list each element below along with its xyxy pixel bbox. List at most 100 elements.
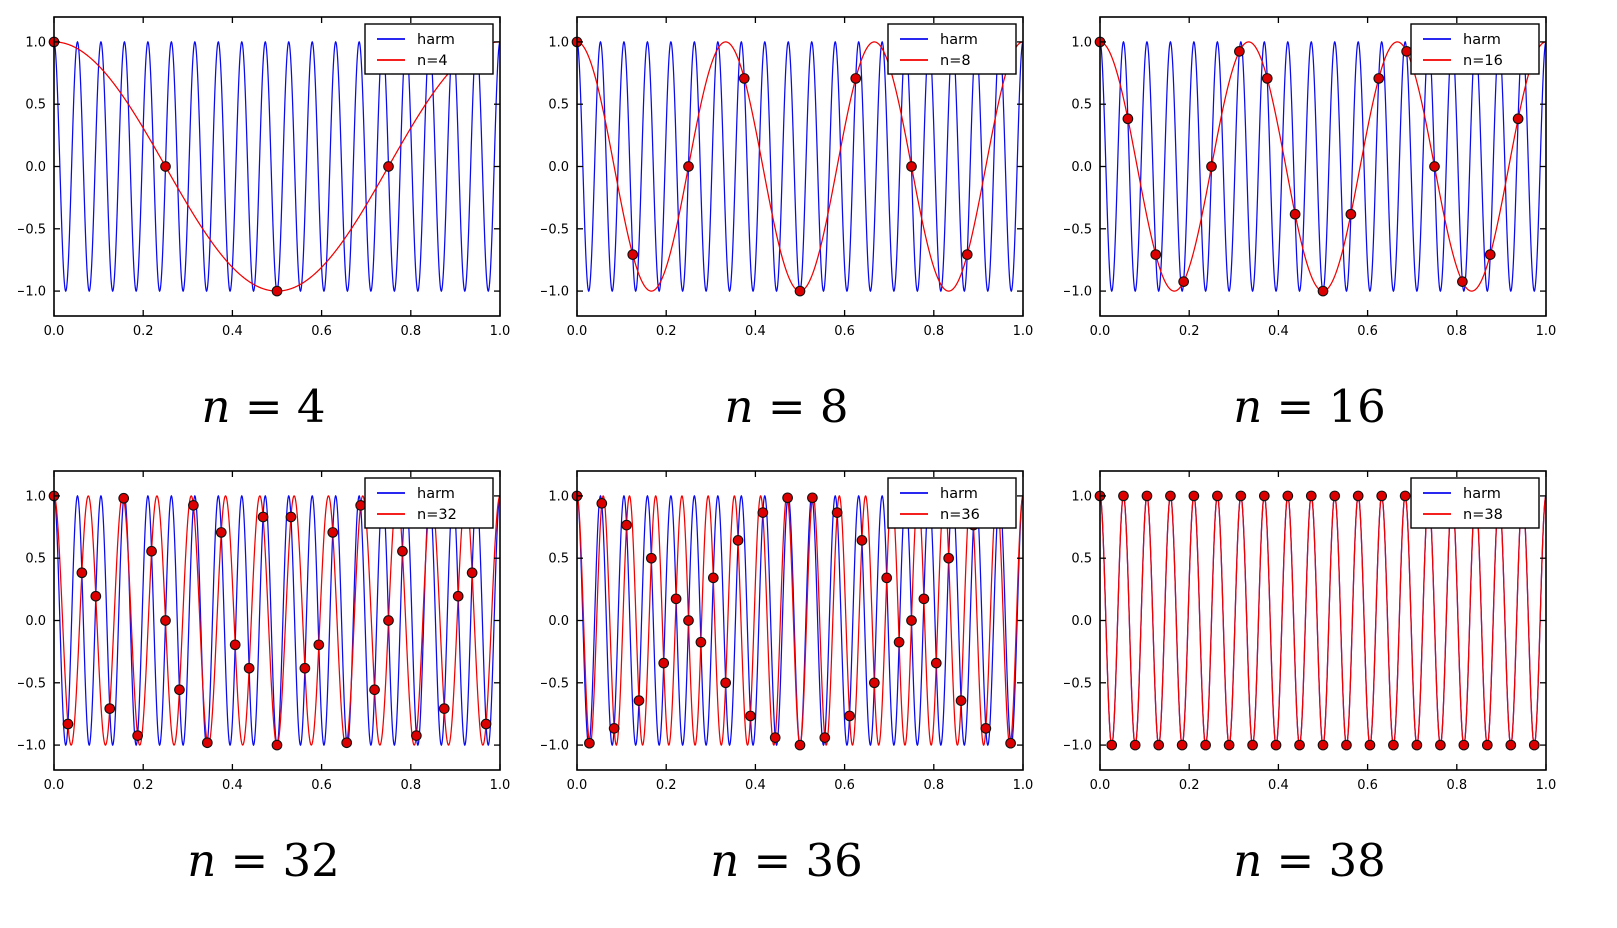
sample-marker bbox=[781, 492, 793, 504]
sample-marker bbox=[757, 507, 768, 518]
plot-n8-canvas: 0.0 0.2 0.4 0.6 0.8 1.0 1.0 0.5 0.0 −0.5 −1.0 harm n… bbox=[541, 16, 1033, 339]
sample-marker bbox=[271, 285, 282, 297]
x-tick-label: 0.2 bbox=[132, 778, 153, 793]
sample-marker bbox=[905, 161, 917, 172]
sample-marker bbox=[942, 552, 954, 564]
sample-marker bbox=[719, 677, 731, 689]
x-tick-label: 0.4 bbox=[1268, 324, 1289, 339]
sample-marker bbox=[368, 684, 380, 696]
x-tick-label: 0.8 bbox=[400, 778, 421, 793]
y-tick-label: 1.0 bbox=[25, 489, 46, 504]
sample-marker bbox=[340, 737, 352, 749]
y-tick-label: −0.5 bbox=[1064, 222, 1092, 237]
sample-marker bbox=[62, 718, 73, 730]
sample-marker bbox=[849, 73, 861, 84]
legend-label: harm bbox=[1463, 32, 1501, 48]
legend-box bbox=[886, 23, 1017, 75]
y-tick-label: −1.0 bbox=[18, 285, 46, 300]
legend-box bbox=[363, 477, 494, 529]
sample-marker bbox=[1223, 739, 1234, 751]
x-tick-label: 0.4 bbox=[745, 324, 766, 339]
caption-equation: = 32 bbox=[216, 834, 340, 887]
plot-n32-canvas: 0.0 0.2 0.4 0.6 0.8 1.0 1.0 0.5 0.0 −0.5 −1.0 harm n… bbox=[18, 470, 510, 793]
legend-label: harm bbox=[1463, 486, 1501, 502]
sample-marker bbox=[880, 572, 892, 584]
y-tick-label: 0.0 bbox=[1071, 160, 1092, 175]
sample-marker bbox=[354, 500, 366, 511]
y-tick-label: 0.5 bbox=[25, 98, 46, 113]
subplot-n16: 0.0 0.2 0.4 0.6 0.8 1.0 1.0 0.5 0.0 −0.5 −1.0 harm n… bbox=[1048, 6, 1571, 460]
x-tick-label: 0.0 bbox=[43, 778, 64, 793]
sample-marker bbox=[806, 492, 818, 504]
sample-marker bbox=[1188, 490, 1199, 502]
sample-marker bbox=[843, 710, 855, 722]
y-tick-label: 0.5 bbox=[25, 552, 46, 567]
y-tick-label: 0.5 bbox=[1071, 552, 1092, 567]
sample-marker bbox=[1484, 249, 1496, 260]
y-tick-label: 1.0 bbox=[1071, 35, 1092, 50]
sample-marker bbox=[243, 662, 254, 674]
x-tick-label: 1.0 bbox=[1535, 324, 1555, 339]
sample-marker bbox=[1504, 739, 1516, 751]
x-tick-label: 0.6 bbox=[311, 778, 332, 793]
x-tick-label: 0.0 bbox=[1089, 324, 1110, 339]
x-tick-label: 0.2 bbox=[1178, 324, 1199, 339]
plot-n36-canvas: 0.0 0.2 0.4 0.6 0.8 1.0 1.0 0.5 0.0 −0.5 −1.0 harm n… bbox=[541, 470, 1033, 793]
sample-marker bbox=[1428, 161, 1440, 172]
sample-marker bbox=[1261, 73, 1273, 84]
sample-marker bbox=[312, 639, 324, 651]
sample-marker bbox=[1117, 490, 1129, 502]
subplot-n8: 0.0 0.2 0.4 0.6 0.8 1.0 1.0 0.5 0.0 −0.5 −1.0 harm n… bbox=[525, 6, 1048, 460]
y-tick-label: −0.5 bbox=[541, 676, 569, 691]
sample-marker bbox=[695, 636, 706, 648]
harmonic-curve bbox=[53, 494, 500, 747]
sample-marker bbox=[682, 615, 694, 626]
sample-marker bbox=[707, 572, 719, 584]
sample-marker bbox=[117, 492, 129, 504]
y-tick-label: 1.0 bbox=[25, 35, 46, 50]
sample-marker bbox=[794, 285, 805, 297]
sample-marker bbox=[657, 657, 669, 669]
y-tick-label: 0.0 bbox=[548, 160, 569, 175]
plot-caption-n32: n = 32 bbox=[187, 836, 340, 886]
sample-marker bbox=[1345, 208, 1356, 220]
sample-marker bbox=[1375, 490, 1387, 502]
sample-marker bbox=[905, 615, 917, 626]
sample-marker bbox=[1129, 739, 1141, 751]
y-tick-label: −1.0 bbox=[1064, 739, 1092, 754]
sample-marker bbox=[1458, 739, 1469, 751]
sample-marker bbox=[1528, 739, 1540, 751]
plot-n38-canvas: 0.0 0.2 0.4 0.6 0.8 1.0 1.0 0.5 0.0 −0.5 −1.0 harm n… bbox=[1064, 470, 1556, 793]
x-tick-label: 0.4 bbox=[222, 324, 243, 339]
legend-box bbox=[886, 477, 1017, 529]
sample-marker bbox=[299, 662, 310, 674]
harmonic-curve bbox=[576, 40, 1023, 293]
sample-marker bbox=[326, 527, 338, 538]
sample-marker bbox=[583, 737, 595, 749]
y-tick-label: 0.0 bbox=[548, 614, 569, 629]
sample-marker bbox=[1199, 739, 1211, 751]
caption-variable: n bbox=[1233, 834, 1263, 887]
x-tick-label: 0.6 bbox=[1357, 324, 1378, 339]
y-tick-label: −1.0 bbox=[541, 739, 569, 754]
sample-marker bbox=[1122, 113, 1133, 125]
sample-marker bbox=[145, 545, 157, 557]
y-tick-label: −0.5 bbox=[1064, 676, 1092, 691]
x-tick-label: 0.6 bbox=[1357, 778, 1378, 793]
sample-marker bbox=[466, 567, 477, 579]
sample-marker bbox=[831, 507, 843, 518]
sample-marker bbox=[285, 511, 296, 523]
sample-marker bbox=[918, 593, 929, 605]
sample-marker bbox=[131, 730, 143, 741]
sample-marker bbox=[1400, 46, 1412, 57]
x-tick-label: 1.0 bbox=[1535, 778, 1555, 793]
sample-marker bbox=[215, 527, 227, 538]
x-tick-label: 1.0 bbox=[1012, 778, 1032, 793]
x-tick-label: 0.2 bbox=[655, 778, 676, 793]
sample-marker bbox=[961, 249, 973, 260]
y-tick-label: −0.5 bbox=[18, 222, 46, 237]
sample-marker bbox=[1481, 739, 1493, 751]
sample-marker bbox=[1317, 285, 1328, 297]
y-tick-label: 0.0 bbox=[25, 614, 46, 629]
x-tick-label: 0.8 bbox=[400, 324, 421, 339]
